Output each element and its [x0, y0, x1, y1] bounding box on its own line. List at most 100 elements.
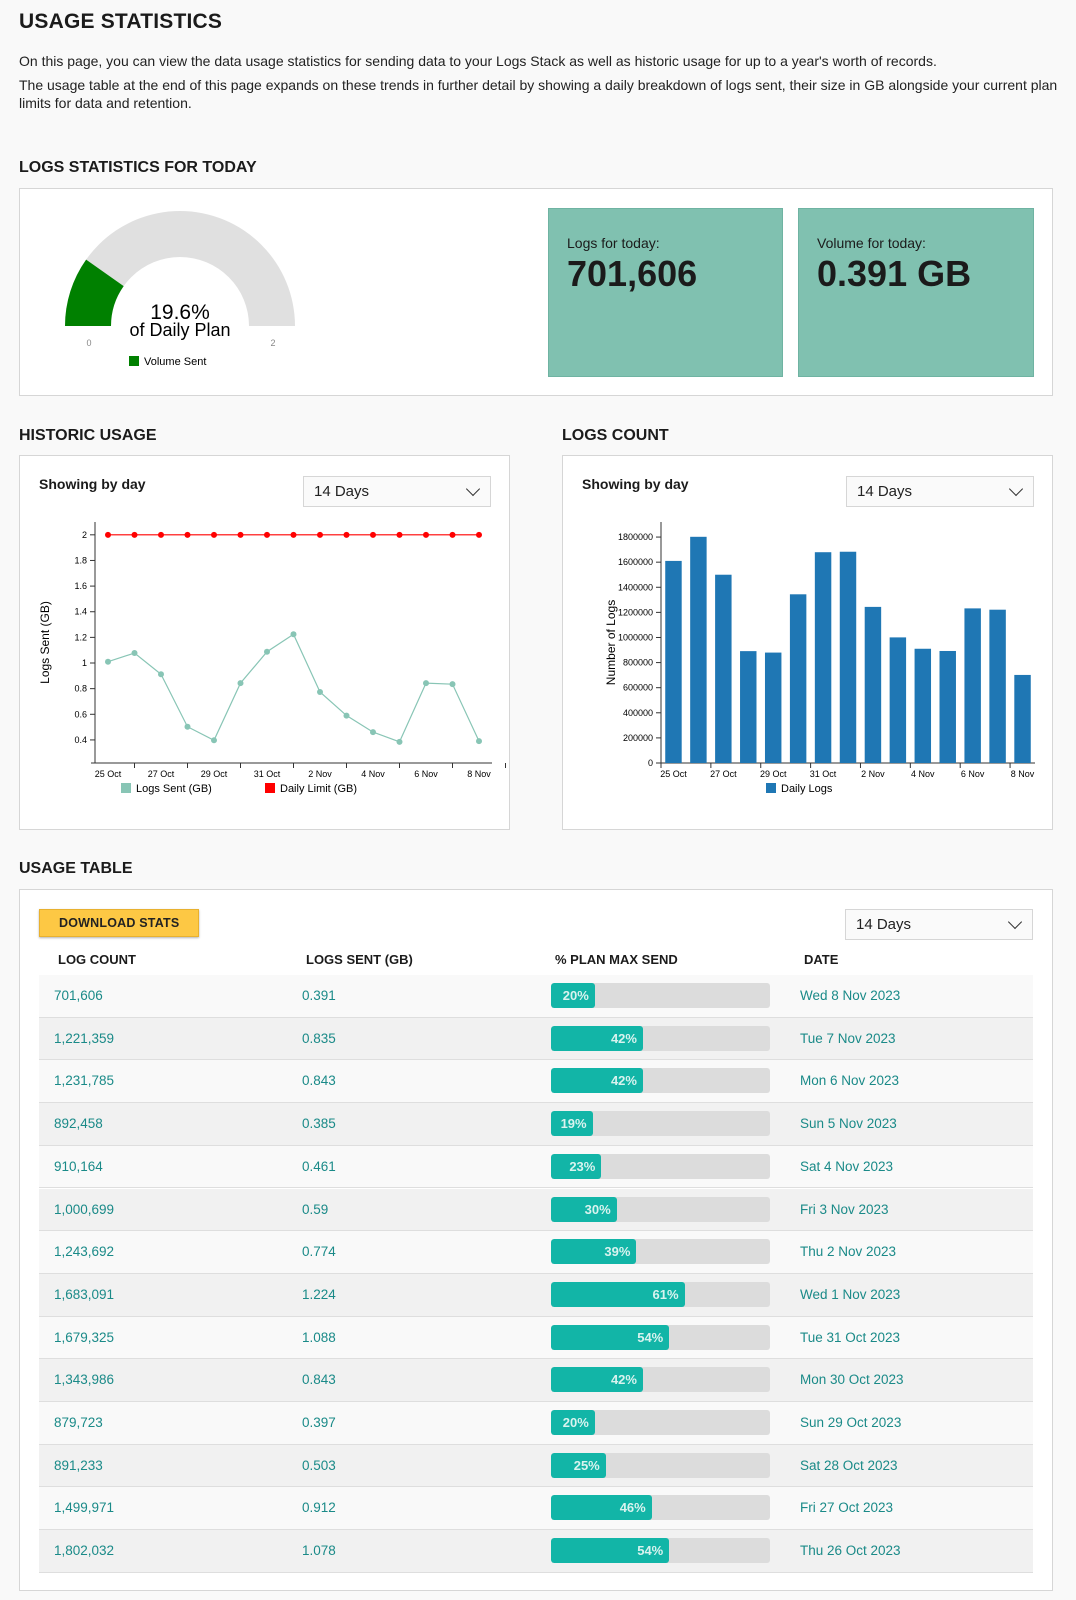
plan-progress-fill: 54%: [551, 1324, 670, 1350]
cell-date: Fri 27 Oct 2023: [800, 1500, 894, 1516]
volume-today-card: Volume for today: 0.391 GB: [798, 208, 1034, 377]
plan-progress-fill: 54%: [551, 1538, 670, 1564]
table-row: 910,164 0.461 23% Sat 4 Nov 2023: [39, 1145, 1033, 1189]
y-tick-label: 0: [648, 758, 653, 768]
cell-logs-sent: 0.503: [302, 1457, 336, 1473]
x-tick-label: 31 Oct: [254, 769, 281, 779]
y-tick-label: 1: [82, 658, 87, 668]
plan-progress-bar: 20%: [551, 1410, 770, 1435]
x-tick-label: 27 Oct: [148, 769, 175, 779]
plan-progress-fill: 20%: [551, 1410, 595, 1435]
y-tick-label: 0.6: [74, 709, 87, 719]
logs-count-card: Showing by day 14 Days 0 200000 400000 6000…: [562, 455, 1053, 830]
logs-count-heading: LOGS COUNT: [562, 427, 669, 444]
plan-progress-bar: 39%: [551, 1239, 770, 1265]
historic-range-select[interactable]: 14 Days: [303, 476, 491, 507]
legend-label: Logs Sent (GB): [136, 783, 212, 795]
plan-progress-bar: 46%: [551, 1495, 770, 1521]
data-point: [423, 531, 429, 538]
data-point: [290, 531, 297, 538]
table-range-select[interactable]: 14 Days: [845, 909, 1033, 940]
legend-label: Daily Limit (GB): [280, 783, 357, 795]
y-tick-label: 600000: [623, 683, 653, 693]
data-point: [131, 650, 138, 657]
gauge-sublabel: of Daily Plan: [129, 320, 230, 340]
plan-progress-fill: 46%: [551, 1495, 652, 1521]
cell-logs-sent: 0.774: [302, 1244, 336, 1260]
data-point: [317, 688, 323, 695]
y-tick-label: 800000: [623, 658, 653, 668]
cell-logs-sent: 1.078: [302, 1543, 336, 1559]
y-tick-label: 400000: [623, 708, 653, 718]
plan-progress-bar: 54%: [551, 1324, 770, 1350]
select-value: 14 Days: [314, 483, 370, 500]
data-point: [105, 658, 111, 665]
logs-range-select[interactable]: 14 Days: [846, 476, 1034, 507]
data-point: [211, 737, 217, 744]
bar: [839, 551, 857, 763]
table-row: 1,000,699 0.59 30% Fri 3 Nov 2023: [39, 1188, 1033, 1232]
gauge-legend: Volume Sent: [144, 356, 206, 368]
cell-logs-sent: 0.912: [302, 1500, 336, 1516]
cell-logs-sent: 0.59: [302, 1201, 329, 1217]
data-point: [237, 680, 244, 687]
table-row: 891,233 0.503 25% Sat 28 Oct 2023: [39, 1444, 1033, 1488]
y-axis-label: Number of Logs: [604, 600, 618, 685]
bar: [814, 552, 832, 763]
showing-label: Showing by day: [39, 476, 146, 492]
data-point: [396, 531, 403, 538]
bar: [989, 609, 1006, 763]
data-point: [423, 680, 429, 687]
gauge-track: [65, 211, 295, 326]
cell-logs-sent: 0.835: [302, 1030, 336, 1046]
usage-table-card: DOWNLOAD STATS 14 Days LOG COUNT LOGS SE…: [19, 889, 1053, 1591]
gauge-fill: [65, 259, 124, 326]
table-row: 1,683,091 1.224 61% Wed 1 Nov 2023: [39, 1273, 1033, 1317]
x-tick-label: 4 Nov: [361, 769, 385, 779]
cell-log-count: 1,802,032: [54, 1543, 115, 1559]
cell-log-count: 1,343,986: [54, 1372, 115, 1388]
data-point: [158, 531, 164, 538]
cell-log-count: 1,000,699: [54, 1201, 115, 1217]
cell-date: Sun 29 Oct 2023: [800, 1415, 902, 1430]
bar: [864, 606, 882, 763]
x-tick-label: 31 Oct: [810, 769, 837, 779]
cell-date: Mon 6 Nov 2023: [800, 1073, 900, 1089]
cell-date: Mon 30 Oct 2023: [800, 1372, 904, 1388]
gauge-chart: 19.6% of Daily Plan 0 2 Volume Sent: [65, 211, 295, 368]
plan-progress-bar: 42%: [551, 1025, 770, 1051]
plan-progress-bar: 30%: [551, 1196, 770, 1222]
table-row: 1,679,325 1.088 54% Tue 31 Oct 2023: [39, 1316, 1033, 1360]
legend-swatch: [265, 783, 275, 793]
data-point: [264, 648, 270, 655]
y-tick-label: 1400000: [618, 582, 653, 592]
gauge-max: 2: [270, 338, 275, 348]
cell-log-count: 1,231,785: [54, 1073, 115, 1089]
col-header-plan-pct: % PLAN MAX SEND: [555, 952, 678, 967]
plan-progress-fill: 39%: [551, 1239, 637, 1265]
x-tick-label: 8 Nov: [467, 769, 491, 779]
table-row: 1,231,785 0.843 42% Mon 6 Nov 2023: [39, 1060, 1033, 1104]
plan-progress-fill: 30%: [551, 1196, 617, 1222]
x-tick-label: 6 Nov: [961, 769, 985, 779]
x-tick-label: 27 Oct: [710, 769, 737, 779]
download-stats-button[interactable]: DOWNLOAD STATS: [39, 909, 200, 937]
cell-log-count: 892,458: [54, 1116, 103, 1132]
y-tick-label: 1.2: [74, 632, 87, 642]
data-point: [476, 531, 482, 538]
data-point: [105, 531, 111, 538]
data-point: [184, 531, 191, 538]
bar: [690, 536, 707, 763]
plan-progress-bar: 54%: [551, 1538, 770, 1564]
legend-swatch: [766, 783, 776, 793]
today-card: 19.6% of Daily Plan 0 2 Volume Sent Logs…: [19, 188, 1053, 396]
cell-date: Fri 3 Nov 2023: [800, 1201, 889, 1217]
x-tick-label: 25 Oct: [95, 769, 122, 779]
bar: [715, 574, 732, 763]
cell-logs-sent: 1.088: [302, 1329, 336, 1345]
series-line: [107, 633, 480, 743]
table-row: 1,221,359 0.835 42% Tue 7 Nov 2023: [39, 1017, 1033, 1061]
table-row: 1,243,692 0.774 39% Thu 2 Nov 2023: [39, 1231, 1033, 1274]
x-tick-label: 6 Nov: [414, 769, 438, 779]
x-tick-label: 29 Oct: [760, 769, 787, 779]
